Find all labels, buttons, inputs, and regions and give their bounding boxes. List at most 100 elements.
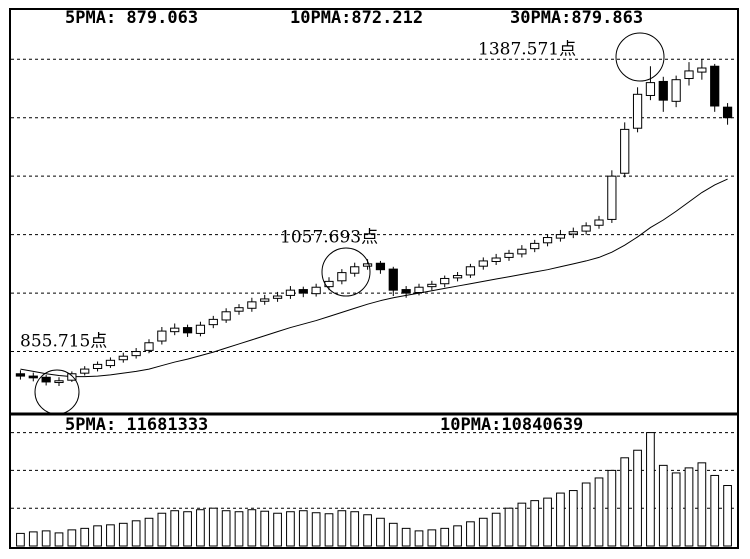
candle-body xyxy=(170,327,180,333)
volume-bar xyxy=(337,510,347,547)
candle-body xyxy=(620,128,630,174)
volume-bar xyxy=(157,512,167,547)
header-value: 10PMA:10840639 xyxy=(440,415,583,435)
candle-body xyxy=(658,80,668,101)
volume-bar xyxy=(504,507,514,547)
volume-bar xyxy=(234,511,244,547)
candle-body xyxy=(465,266,476,276)
volume-bar xyxy=(723,485,732,547)
volume-bar xyxy=(93,525,102,547)
volume-bar xyxy=(16,532,25,547)
candle-body xyxy=(67,373,77,381)
volume-bar xyxy=(453,525,462,547)
candle-body xyxy=(645,82,656,96)
volume-bar xyxy=(684,467,694,547)
candle-body xyxy=(80,368,90,374)
volume-bar xyxy=(106,524,115,547)
volume-bar xyxy=(466,521,475,547)
candle-body xyxy=(337,272,347,282)
candle-body xyxy=(607,175,617,220)
volume-bar xyxy=(221,510,231,547)
volume-bar xyxy=(594,477,604,547)
candle-body xyxy=(401,289,411,294)
candle-body xyxy=(697,67,707,73)
volume-bar xyxy=(414,530,424,547)
candle-body xyxy=(710,65,720,107)
candle-body xyxy=(182,327,193,334)
volume-bar xyxy=(440,527,450,547)
volume-bar xyxy=(183,511,192,547)
candle-body xyxy=(517,248,527,255)
candle-body xyxy=(362,263,373,267)
volume-bar xyxy=(247,509,257,547)
highlight-circle xyxy=(34,369,80,415)
volume-bar xyxy=(273,512,282,547)
candle-body xyxy=(684,70,694,80)
candle-body xyxy=(28,375,38,379)
volume-bar xyxy=(543,497,552,547)
volume-bar xyxy=(67,529,77,547)
volume-bar xyxy=(646,432,655,547)
frame xyxy=(9,8,739,549)
candle-body xyxy=(452,275,463,279)
highlight-circle xyxy=(615,32,665,82)
volume-bar xyxy=(118,522,128,547)
candle-body xyxy=(375,262,386,271)
candle-body xyxy=(208,318,218,326)
candle-body xyxy=(542,237,553,244)
candle-body xyxy=(440,277,450,285)
volume-bar xyxy=(517,502,527,547)
candle-body xyxy=(221,311,231,321)
volume-bar xyxy=(131,520,141,547)
candle-body xyxy=(504,252,514,258)
candle-body xyxy=(118,355,128,361)
candle-body xyxy=(272,295,283,299)
volume-bar xyxy=(710,474,720,547)
volume-bar xyxy=(350,511,360,547)
header-value: 10PMA:872.212 xyxy=(290,8,423,28)
candle-body xyxy=(247,301,257,309)
volume-bar xyxy=(401,527,411,547)
candle-body xyxy=(41,376,51,383)
volume-bar xyxy=(530,500,540,547)
volume-bar xyxy=(28,531,38,547)
candle-body xyxy=(632,93,643,129)
volume-bar xyxy=(697,462,707,547)
volume-bar xyxy=(658,464,668,547)
candle-body xyxy=(157,330,167,342)
candle-body xyxy=(350,266,360,274)
candle-body xyxy=(234,307,244,312)
candle-body xyxy=(298,289,308,294)
candle-body xyxy=(15,373,26,377)
volume-bar xyxy=(324,513,334,547)
volume-bar xyxy=(144,517,154,547)
candle-body xyxy=(530,242,540,250)
candle-body xyxy=(427,283,437,288)
candle-body xyxy=(555,234,566,239)
volume-bar xyxy=(671,472,681,547)
volume-bar xyxy=(568,490,578,547)
candle-body xyxy=(105,359,116,367)
volume-bar xyxy=(170,510,180,547)
volume-bar xyxy=(633,449,642,547)
volume-bar xyxy=(41,530,51,547)
volume-bar xyxy=(491,512,501,547)
volume-bar xyxy=(208,507,218,547)
volume-bar xyxy=(620,457,630,547)
volume-bar xyxy=(286,511,295,547)
volume-bar xyxy=(363,514,372,547)
candle-body xyxy=(311,286,321,295)
volume-bar xyxy=(260,510,270,547)
candle-body xyxy=(722,106,733,119)
volume-bar xyxy=(478,517,488,547)
ma-line xyxy=(20,178,728,378)
volume-bar xyxy=(298,510,308,547)
volume-bar xyxy=(556,492,565,547)
highlight-circle xyxy=(321,247,371,297)
candle-body xyxy=(491,257,501,263)
candle-body xyxy=(594,219,604,226)
candle-body xyxy=(131,351,141,357)
volume-bar xyxy=(376,517,385,547)
